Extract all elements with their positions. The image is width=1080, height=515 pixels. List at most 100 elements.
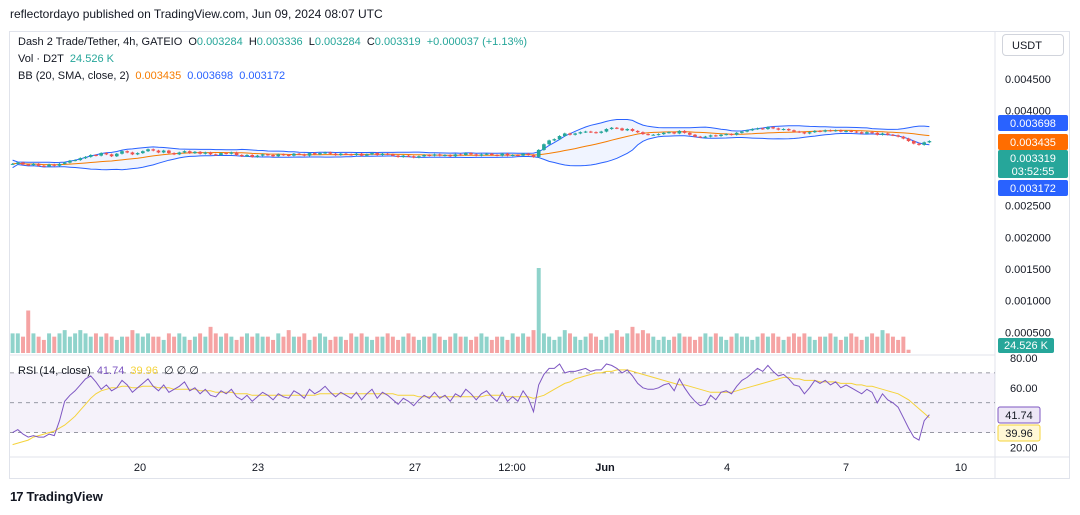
candle-body — [146, 149, 150, 152]
candle-body — [708, 135, 713, 137]
candle-body — [21, 162, 25, 165]
volume-bar — [380, 336, 385, 353]
candle-body — [219, 153, 223, 155]
candle-body — [208, 152, 213, 155]
volume-bar — [510, 333, 515, 353]
volume-bar — [83, 333, 88, 353]
volume-bar — [552, 339, 557, 353]
candle-body — [635, 130, 640, 133]
candle-body — [516, 155, 520, 156]
candle-body — [542, 144, 546, 150]
volume-bar — [854, 336, 859, 353]
candle-body — [229, 152, 234, 154]
volume-bar — [432, 333, 437, 353]
candle-body — [891, 134, 895, 136]
candle-body — [875, 132, 880, 135]
candle-body — [812, 130, 817, 133]
volume-bar — [614, 330, 619, 353]
ohlc-low: 0.003284 — [314, 36, 361, 48]
volume-bar — [47, 333, 52, 353]
candle-body — [698, 136, 703, 138]
candle-body — [281, 154, 286, 156]
volume-bar — [802, 333, 807, 353]
volume-bar — [260, 336, 265, 353]
ohlc-open: 0.003284 — [196, 36, 243, 48]
volume-bar — [739, 336, 744, 353]
volume-bar — [880, 330, 885, 353]
bb-label: BB (20, SMA, close, 2) — [18, 70, 130, 82]
candle-body — [260, 154, 265, 156]
tradingview-footer: 17 TradingView — [10, 489, 103, 504]
time-tick-label: 20 — [134, 462, 146, 474]
candle-body — [573, 133, 578, 135]
candle-body — [271, 155, 275, 157]
volume-bar — [807, 336, 812, 353]
candle-body — [500, 153, 505, 156]
candle-body — [927, 141, 932, 143]
volume-bar — [36, 336, 41, 353]
candle-body — [469, 153, 473, 155]
rsi-tag — [997, 406, 1041, 424]
volume-bar — [302, 333, 307, 353]
candle-body — [458, 154, 463, 156]
volume-bar — [448, 336, 453, 353]
volume-bar — [73, 333, 78, 353]
bb-fill — [12, 119, 930, 170]
candle-body — [364, 154, 369, 156]
candle-body — [776, 128, 781, 130]
price-tick-label: 0.001000 — [1005, 296, 1051, 308]
volume-bar — [140, 336, 145, 353]
candle-body — [292, 153, 296, 156]
candle-body — [198, 151, 202, 154]
candle-body — [167, 150, 171, 154]
volume-bar — [328, 339, 333, 353]
volume-bar — [547, 336, 552, 353]
candle-body — [854, 131, 859, 133]
volume-bar — [271, 339, 276, 353]
candle-body — [859, 132, 864, 134]
candle-body — [411, 156, 416, 158]
volume-bar — [88, 336, 93, 353]
footer-brand: TradingView — [26, 489, 103, 504]
candle-body — [786, 129, 791, 131]
volume-tag — [998, 338, 1054, 353]
volume-bar — [396, 339, 401, 353]
volume-bar — [693, 339, 697, 353]
candle-body — [484, 153, 489, 155]
candle-body — [250, 155, 255, 157]
volume-bar — [146, 333, 151, 353]
price-tag-upper — [998, 115, 1068, 131]
volume-value: 24.526 K — [69, 53, 114, 65]
candle-body — [354, 153, 359, 155]
candle-body — [646, 134, 650, 136]
candle-body — [703, 136, 708, 138]
candle-body — [792, 130, 796, 132]
candle-body — [99, 153, 103, 156]
ohlc-high: 0.003336 — [256, 36, 303, 48]
candle-body — [677, 130, 682, 134]
candle-body — [844, 130, 848, 132]
volume-bar — [651, 336, 656, 353]
volume-bar — [578, 339, 583, 353]
volume-bar — [364, 336, 369, 353]
volume-bar — [724, 339, 729, 353]
candle-body — [729, 134, 734, 136]
volume-bar — [411, 336, 416, 353]
candle-body — [880, 133, 885, 135]
candle-body — [661, 132, 666, 135]
volume-bar — [177, 333, 182, 353]
currency-button[interactable]: USDT — [1002, 34, 1064, 56]
candle-body — [870, 132, 874, 134]
volume-bar — [536, 268, 541, 353]
candle-body — [88, 155, 93, 157]
candle-body — [182, 151, 187, 153]
candle-body — [865, 132, 869, 134]
volume-bar — [604, 336, 609, 353]
volume-bar — [469, 339, 473, 353]
candle-body — [130, 152, 135, 155]
volume-bar — [703, 333, 708, 353]
candle-body — [906, 138, 911, 142]
candle-body — [52, 164, 57, 166]
candle-body — [911, 141, 916, 144]
